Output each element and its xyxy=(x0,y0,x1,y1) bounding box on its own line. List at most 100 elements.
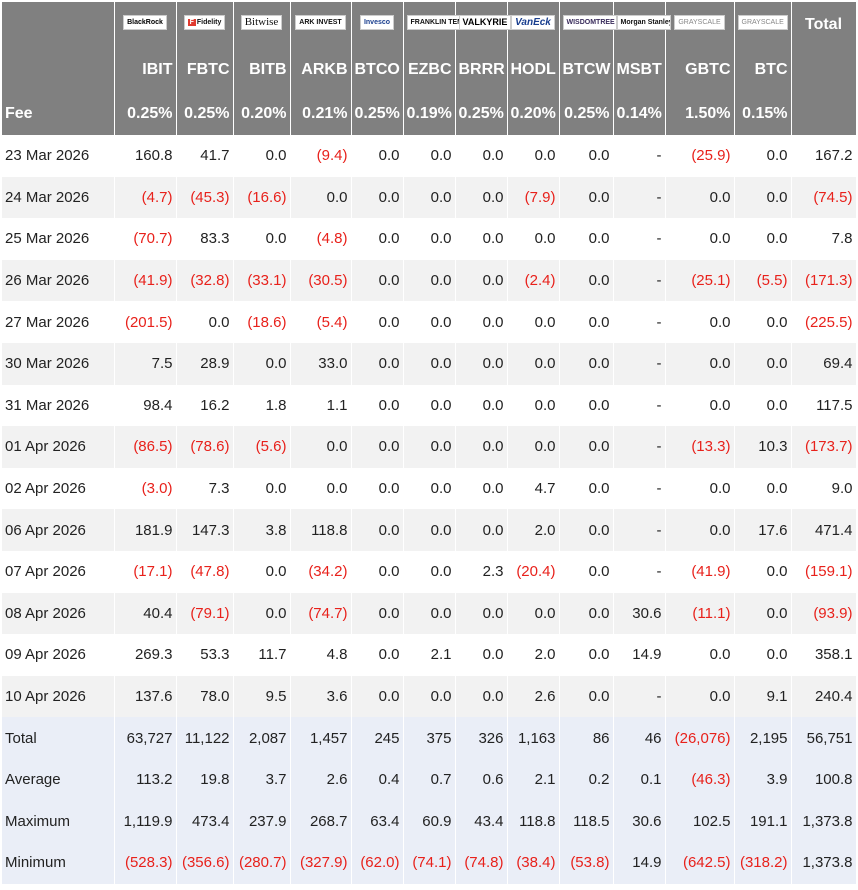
fee-cell: 0.14% xyxy=(613,92,666,135)
flow-cell: 0.0 xyxy=(403,176,456,219)
flow-cell: - xyxy=(613,675,666,718)
flow-cell: 0.0 xyxy=(455,301,508,343)
ticker-header: EZBC xyxy=(403,47,456,92)
summary-cell: 0.1 xyxy=(613,758,666,801)
flow-cell: 0.0 xyxy=(559,135,614,177)
ticker-header: HODL xyxy=(507,47,560,92)
flow-cell: 33.0 xyxy=(290,342,352,385)
ticker-header: IBIT xyxy=(114,47,177,92)
flow-cell: 0.0 xyxy=(734,301,792,343)
summary-cell: 102.5 xyxy=(665,800,735,843)
row-total-cell: (173.7) xyxy=(791,426,857,468)
flow-cell: 0.0 xyxy=(351,467,404,510)
flow-cell: 0.0 xyxy=(455,509,508,551)
summary-cell: 375 xyxy=(403,717,456,759)
flow-cell: 181.9 xyxy=(114,509,177,551)
summary-cell: (356.6) xyxy=(176,842,234,884)
flow-cell: 0.0 xyxy=(233,135,291,177)
fee-cell: 0.20% xyxy=(507,92,560,135)
flow-cell: (74.7) xyxy=(290,592,352,635)
summary-cell: 0.2 xyxy=(559,758,614,801)
flow-cell: 0.0 xyxy=(403,342,456,385)
summary-cell: 14.9 xyxy=(613,842,666,884)
row-total-cell: (74.5) xyxy=(791,176,857,219)
date-cell: 02 Apr 2026 xyxy=(2,467,115,510)
flow-cell: - xyxy=(613,509,666,551)
flow-cell: (30.5) xyxy=(290,259,352,302)
date-cell: 31 Mar 2026 xyxy=(2,384,115,427)
flow-cell: 30.6 xyxy=(613,592,666,635)
flow-cell: 0.0 xyxy=(351,259,404,302)
flow-cell: (17.1) xyxy=(114,550,177,593)
flow-cell: 0.0 xyxy=(734,467,792,510)
table-row: 06 Apr 2026 181.9 147.3 3.8 118.8 0.0 0.0 0.0 2.… xyxy=(2,509,857,551)
flow-cell: 0.0 xyxy=(507,592,560,635)
fee-cell: 0.19% xyxy=(403,92,456,135)
flow-cell: 16.2 xyxy=(176,384,234,427)
flow-cell: 0.0 xyxy=(455,135,508,177)
summary-row: Maximum 1,119.9 473.4 237.9 268.7 63.4 60.9 43.… xyxy=(2,800,857,843)
flow-cell: 0.0 xyxy=(559,426,614,468)
row-total-cell: (171.3) xyxy=(791,259,857,302)
summary-cell: 86 xyxy=(559,717,614,759)
flow-cell: 4.7 xyxy=(507,467,560,510)
flow-cell: 0.0 xyxy=(351,509,404,551)
row-total-cell: 69.4 xyxy=(791,342,857,385)
issuer-logo-cell: GRAYSCALE xyxy=(734,2,792,47)
flow-cell: 0.0 xyxy=(665,342,735,385)
flow-cell: 0.0 xyxy=(455,259,508,302)
flow-cell: 0.0 xyxy=(507,426,560,468)
flow-cell: 0.0 xyxy=(665,467,735,510)
flow-cell: 0.0 xyxy=(507,384,560,427)
summary-cell: 2,195 xyxy=(734,717,792,759)
date-cell: 27 Mar 2026 xyxy=(2,301,115,343)
summary-cell: 19.8 xyxy=(176,758,234,801)
date-cell: 01 Apr 2026 xyxy=(2,426,115,468)
flow-cell: - xyxy=(613,135,666,177)
summary-cell: (74.8) xyxy=(455,842,508,884)
flow-cell: 0.0 xyxy=(351,135,404,177)
ticker-header: BTCO xyxy=(351,47,404,92)
flow-cell: - xyxy=(613,342,666,385)
summary-cell: 2.1 xyxy=(507,758,560,801)
flow-cell: 0.0 xyxy=(233,550,291,593)
flow-cell: 7.3 xyxy=(176,467,234,510)
summary-cell: 1,457 xyxy=(290,717,352,759)
flow-cell: 10.3 xyxy=(734,426,792,468)
flow-cell: (78.6) xyxy=(176,426,234,468)
table-row: 25 Mar 2026 (70.7) 83.3 0.0 (4.8) 0.0 0.0 0.0 0.… xyxy=(2,218,857,260)
fee-cell: 0.25% xyxy=(114,92,177,135)
flow-cell: 0.0 xyxy=(559,259,614,302)
row-total-cell: 358.1 xyxy=(791,634,857,676)
flow-cell: 0.0 xyxy=(351,384,404,427)
flow-cell: 0.0 xyxy=(665,675,735,718)
flow-cell: 0.0 xyxy=(559,384,614,427)
table-row: 24 Mar 2026 (4.7) (45.3) (16.6) 0.0 0.0 0.0 0.0… xyxy=(2,176,857,219)
summary-cell: 0.6 xyxy=(455,758,508,801)
summary-row: Total 63,727 11,122 2,087 1,457 245 375 326 1,16… xyxy=(2,717,857,759)
summary-total-cell: 56,751 xyxy=(791,717,857,759)
flow-cell: 2.3 xyxy=(455,550,508,593)
flow-cell: 0.0 xyxy=(290,467,352,510)
flow-cell: 0.0 xyxy=(403,592,456,635)
issuer-logo-cell: FRANKLIN TEMPLETON xyxy=(403,2,461,47)
blackrock-logo-icon: BlackRock xyxy=(123,15,167,30)
flow-cell: 0.0 xyxy=(403,301,456,343)
flow-cell: (41.9) xyxy=(114,259,177,302)
summary-cell: 11,122 xyxy=(176,717,234,759)
fee-label: Fee xyxy=(2,92,115,135)
flow-cell: 0.0 xyxy=(665,634,735,676)
summary-cell: (280.7) xyxy=(233,842,291,884)
flow-cell: 0.0 xyxy=(403,135,456,177)
flow-cell: (33.1) xyxy=(233,259,291,302)
flow-cell: 98.4 xyxy=(114,384,177,427)
flow-cell: 3.8 xyxy=(233,509,291,551)
vaneck-logo-icon: VanEck xyxy=(511,15,555,30)
summary-cell: (38.4) xyxy=(507,842,560,884)
summary-cell: 60.9 xyxy=(403,800,456,843)
grayscale-logo-icon: GRAYSCALE xyxy=(737,15,788,30)
flow-cell: 0.0 xyxy=(176,301,234,343)
valkyrie-logo-icon: VALKYRIE xyxy=(458,15,512,30)
summary-cell: 46 xyxy=(613,717,666,759)
summary-cell: (318.2) xyxy=(734,842,792,884)
